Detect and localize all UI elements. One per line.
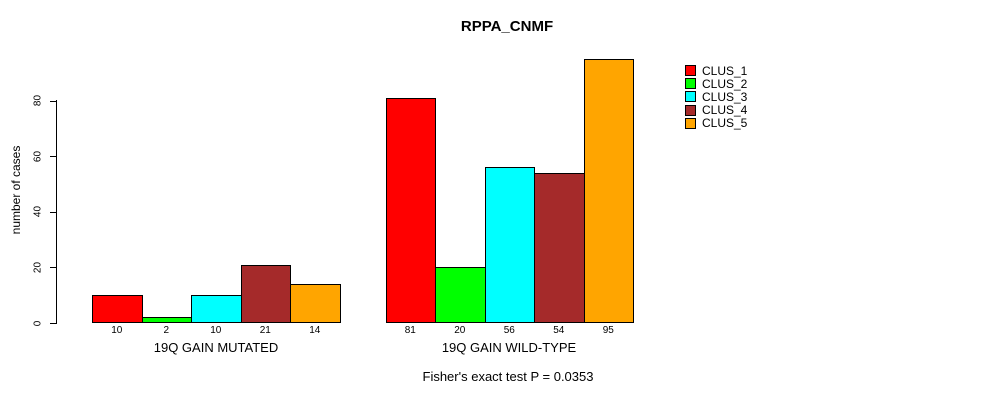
y-tick [50, 156, 56, 158]
bar-clus_1 [92, 295, 143, 323]
legend-label: CLUS_4 [702, 103, 748, 118]
bar-value-label: 95 [602, 325, 614, 336]
bar-value-label: 10 [111, 325, 123, 336]
group-label-mutated: 19Q GAIN MUTATED [153, 340, 279, 355]
bar-clus_4 [240, 264, 291, 323]
y-axis-line [56, 100, 57, 324]
y-tick-label: 20 [32, 261, 44, 273]
legend-swatch [685, 104, 696, 116]
legend-item-clus_1: CLUS_1 [685, 64, 747, 77]
bar-clus_1 [385, 97, 436, 323]
y-tick [50, 267, 56, 269]
legend-item-clus_4: CLUS_4 [685, 104, 747, 117]
legend-label: CLUS_5 [702, 116, 748, 131]
legend-swatch [685, 78, 696, 90]
bar-value-label: 10 [210, 325, 222, 336]
y-tick-label: 80 [32, 95, 44, 107]
y-tick-label: 40 [32, 206, 44, 218]
bar-value-label: 20 [454, 325, 466, 336]
bar-value-label: 21 [259, 325, 271, 336]
legend-swatch [685, 65, 696, 77]
bar-value-label: 14 [309, 325, 321, 336]
bar-value-label: 56 [503, 325, 515, 336]
legend: CLUS_1 CLUS_2 CLUS_3 CLUS_4 CLUS_5 [685, 64, 747, 130]
y-tick-label: 0 [32, 320, 44, 326]
legend-item-clus_2: CLUS_2 [685, 77, 747, 90]
bar-value-label: 2 [163, 325, 170, 336]
legend-swatch [685, 91, 696, 103]
legend-swatch [685, 117, 696, 129]
y-tick [50, 323, 56, 324]
footnote-fishers-test: Fisher's exact test P = 0.0353 [422, 369, 594, 384]
bar-clus_3 [191, 295, 242, 323]
y-axis-label: number of cases [9, 145, 23, 235]
y-tick-label: 60 [32, 150, 44, 162]
legend-item-clus_3: CLUS_3 [685, 90, 747, 103]
bar-clus_3 [484, 167, 535, 323]
bar-clus_5 [290, 284, 341, 323]
bar-value-label: 54 [553, 325, 565, 336]
group-label-wild-type: 19Q GAIN WILD-TYPE [441, 340, 577, 355]
bar-clus_2 [141, 317, 192, 323]
y-tick [50, 211, 56, 213]
bar-clus_4 [534, 172, 585, 323]
legend-item-clus_5: CLUS_5 [685, 117, 747, 130]
chart-title: RPPA_CNMF [460, 18, 554, 35]
legend-label: CLUS_1 [702, 63, 748, 78]
bar-clus_5 [583, 58, 634, 323]
legend-label: CLUS_2 [702, 76, 748, 91]
bar-clus_2 [435, 267, 486, 323]
legend-label: CLUS_3 [702, 89, 748, 104]
y-tick [50, 100, 56, 102]
bar-value-label: 81 [404, 325, 416, 336]
